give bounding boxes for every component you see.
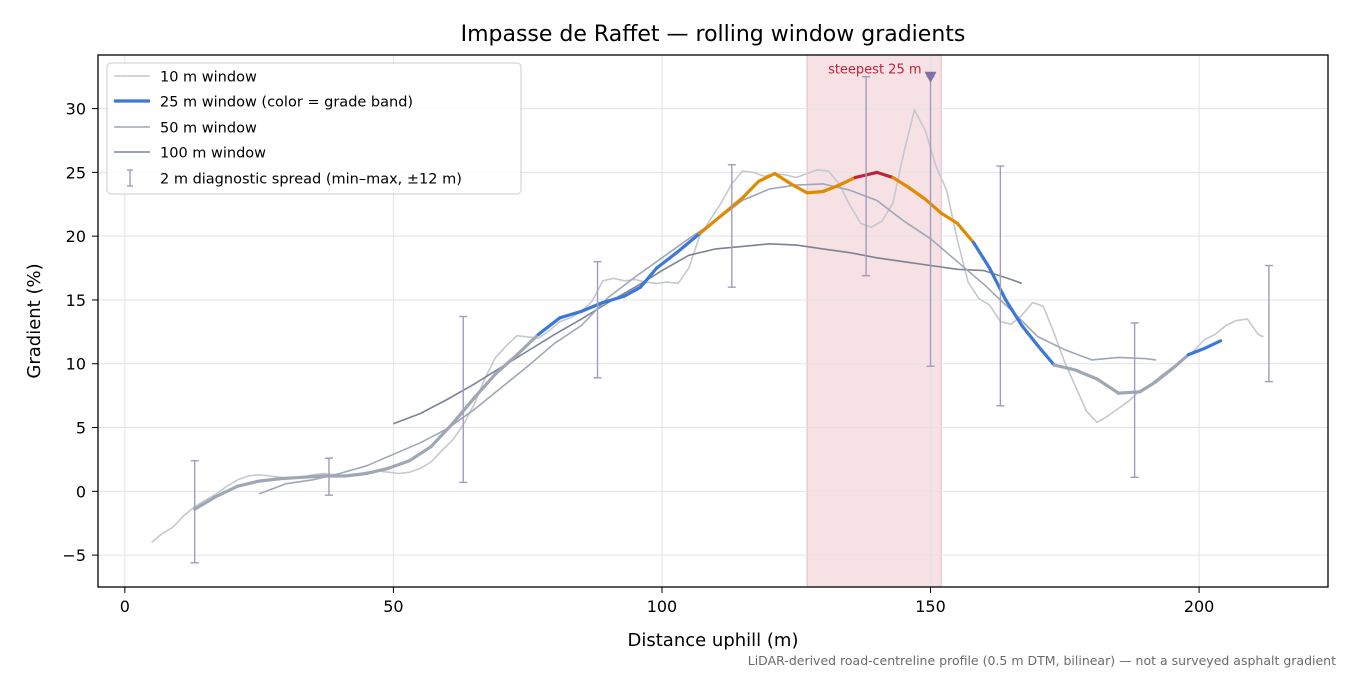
- series-25m-window-segment: [1036, 344, 1056, 367]
- series-25m-window-segment: [1004, 298, 1024, 328]
- series-25m-window-segment: [579, 300, 605, 313]
- legend: 10 m window 25 m window (color = grade b…: [106, 62, 522, 195]
- series-25m-window-segment: [622, 285, 643, 298]
- series-25m-window-segment: [386, 459, 412, 470]
- diagnostic-errorbar: [459, 315, 468, 484]
- series-25m-window-segment: [676, 232, 702, 254]
- chart-title: Impasse de Raffet — rolling window gradi…: [461, 22, 966, 47]
- series-25m-window-segment: [923, 197, 943, 215]
- legend-box: [106, 62, 522, 195]
- series-25m-window-segment: [789, 182, 809, 195]
- series-25m-window-segment: [236, 479, 261, 488]
- y-tick-label: −5: [62, 546, 86, 565]
- y-tick-label: 5: [76, 419, 86, 438]
- series-25m-window-segment: [805, 189, 825, 195]
- annotation-layer: steepest 25 m: [828, 63, 937, 83]
- series-25m-window-segment: [536, 316, 562, 336]
- y-tick-label: 15: [66, 291, 86, 310]
- legend-label-100m: 100 m window: [160, 146, 266, 162]
- series-25m-window-segment: [300, 474, 326, 479]
- legend-swatch-errorbar: [127, 169, 133, 187]
- series-25m-window-segment: [821, 183, 841, 194]
- series-25m-window-segment: [1052, 363, 1078, 372]
- series-25m-window-segment: [740, 179, 761, 200]
- series-25m-window-segment: [193, 494, 218, 511]
- steepest-window-band: [806, 54, 942, 588]
- series-25m-window-segment: [907, 186, 927, 201]
- series-25m-window-segment: [1073, 368, 1099, 381]
- grid-layer: [98, 55, 1328, 587]
- series-25m-window-segment: [1020, 323, 1040, 348]
- series-25m-window-segment: [1202, 339, 1223, 350]
- legend-label-50m: 50 m window: [160, 121, 257, 137]
- series-25m-window-segment: [407, 445, 433, 463]
- diagnostic-errorbar: [1264, 264, 1273, 383]
- series-25m-window-segment: [365, 466, 390, 476]
- series-25m-window-segment: [279, 475, 304, 481]
- steepest-annotation-label: steepest 25 m: [828, 63, 921, 78]
- series-25m-window-segment: [472, 372, 498, 400]
- series-25m-window-segment: [987, 266, 1008, 302]
- diagnostic-errorbar: [190, 459, 199, 564]
- legend-label-errorbar: 2 m diagnostic spread (min–max, ±12 m): [160, 172, 462, 188]
- plot-frame: [97, 54, 1329, 588]
- tick-layer: 0 50 100 150 200 −5 0 5 10 15 20 25 30: [62, 100, 1214, 616]
- y-tick-label: 20: [66, 227, 86, 246]
- series-25m-window-segment: [1138, 380, 1158, 394]
- series-layer: [151, 109, 1264, 543]
- x-axis-label: Distance uphill (m): [628, 630, 799, 651]
- diagnostic-errorbar: [727, 164, 736, 288]
- series-25m-window-segment: [638, 266, 659, 289]
- series-25m-window-segment: [429, 422, 455, 449]
- footnote: LiDAR-derived road-centreline profile (0…: [748, 653, 1336, 668]
- steepest-marker-icon: [924, 71, 937, 83]
- legend-label-25m: 25 m window (color = grade band): [160, 95, 413, 111]
- series-25m-window-segment: [1116, 390, 1142, 395]
- series-25m-window-segment: [257, 477, 283, 483]
- y-tick-label: 0: [76, 482, 86, 501]
- series-25m-window-segment: [1170, 353, 1190, 371]
- diagnostic-errorbar: [324, 457, 333, 496]
- series-25m-window-segment: [971, 240, 992, 270]
- diagnostic-errorbar: [996, 165, 1005, 407]
- diagnostic-errorbar: [593, 260, 602, 379]
- series-25m-window-segment: [1095, 377, 1121, 395]
- x-tick-label: 100: [647, 597, 678, 616]
- series-25m-window-segment: [939, 211, 960, 225]
- diagnostic-errorbar: [1130, 322, 1139, 478]
- x-tick-label: 200: [1184, 597, 1215, 616]
- y-tick-label: 25: [66, 163, 86, 182]
- y-axis-label: Gradient (%): [24, 263, 45, 378]
- series-25m-window-segment: [558, 309, 584, 320]
- x-tick-label: 150: [915, 597, 946, 616]
- x-tick-label: 0: [120, 597, 130, 616]
- series-25m-window-segment: [601, 294, 627, 305]
- series-25m-window-segment: [891, 175, 911, 190]
- series-25m-window-segment: [875, 170, 895, 180]
- series-25m-window-segment: [757, 172, 777, 183]
- series-25m-window-segment: [773, 172, 793, 186]
- legend-label-10m: 10 m window: [160, 70, 257, 86]
- diagnostic-errorbar: [862, 75, 871, 277]
- series-25m-window-segment: [955, 221, 976, 245]
- series-25m-window-segment: [1154, 367, 1174, 384]
- series-25m-window-segment: [837, 175, 857, 187]
- highlight-band-layer: [806, 54, 942, 588]
- series-25m-window-segment: [493, 353, 519, 376]
- series-25m-window-segment: [654, 249, 680, 270]
- series-25m-window-segment: [697, 214, 723, 236]
- y-tick-label: 10: [66, 355, 86, 374]
- x-tick-label: 50: [383, 597, 403, 616]
- series-25m-window-segment: [343, 471, 369, 478]
- series-25m-window-segment: [1186, 346, 1207, 357]
- errorbar-layer: [190, 75, 1273, 564]
- y-tick-label: 30: [66, 100, 86, 119]
- series-25m-window-segment: [214, 484, 240, 498]
- series-25m-window-segment: [515, 332, 541, 357]
